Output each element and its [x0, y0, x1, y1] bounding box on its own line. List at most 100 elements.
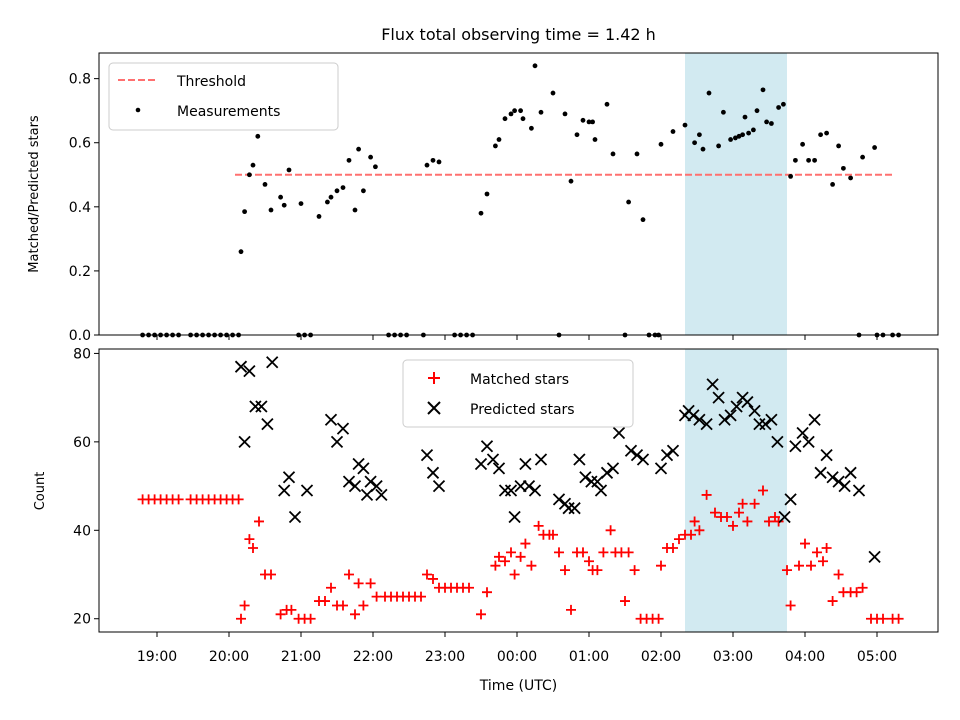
measurement-point: [520, 116, 526, 122]
matched-star-point: [785, 600, 796, 611]
measurement-point: [430, 157, 436, 163]
matched-star-point: [764, 516, 774, 527]
matched-star-point: [686, 529, 696, 540]
matched-star-point: [236, 613, 246, 624]
predicted-star-point: [778, 510, 791, 524]
measurement-point: [728, 137, 733, 142]
measurement-point: [346, 157, 352, 163]
measurement-point: [721, 109, 726, 115]
measurement-point: [604, 101, 610, 107]
measurement-point: [356, 146, 361, 152]
matched-star-point: [701, 489, 712, 500]
measurement-point: [580, 117, 586, 123]
measurement-point: [590, 119, 595, 125]
matched-star-point: [338, 600, 348, 611]
measurement-point: [586, 119, 592, 125]
matched-star-point: [422, 569, 432, 580]
legend-predicted-label: Predicted stars: [470, 402, 575, 418]
measurement-point: [518, 108, 523, 114]
predicted-star-point: [238, 435, 251, 448]
matched-star-point: [566, 604, 576, 615]
matched-star-point: [358, 600, 369, 611]
measurement-point: [508, 111, 514, 117]
predicted-star-point: [748, 404, 761, 418]
matched-star-point: [782, 565, 792, 576]
predicted-star-point: [666, 444, 680, 457]
matched-star-point: [320, 596, 330, 607]
y-tick-label: 0.8: [69, 72, 91, 88]
predicted-star-point: [432, 479, 446, 493]
predicted-star-point: [832, 475, 845, 488]
x-tick-label: 20:00: [209, 649, 249, 665]
measurement-point: [781, 101, 786, 107]
predicted-star-point: [249, 400, 262, 413]
measurement-point: [848, 175, 853, 181]
predicted-star-point: [784, 493, 797, 506]
predicted-star-point: [486, 453, 500, 466]
measurement-point: [250, 162, 256, 168]
predicted-star-point: [480, 440, 494, 453]
predicted-star-point: [330, 435, 344, 448]
measurement-point: [262, 181, 268, 187]
matched-star-point: [710, 507, 720, 518]
x-tick-label: 04:00: [785, 649, 825, 665]
predicted-star-point: [700, 418, 713, 431]
predicted-star-point: [498, 484, 512, 497]
measurement-point: [733, 135, 738, 141]
y-tick-label: 0.4: [69, 200, 91, 216]
matched-star-point: [506, 547, 516, 558]
measurement-point: [634, 151, 640, 157]
measurement-point: [760, 87, 766, 93]
predicted-star-point: [591, 475, 604, 488]
y-tick-label: 0.6: [69, 136, 91, 152]
predicted-star-point: [282, 471, 296, 484]
measurement-point: [325, 199, 330, 205]
matched-star-point: [623, 547, 634, 558]
predicted-star-point: [765, 413, 778, 426]
matched-star-point: [620, 596, 630, 607]
measurement-point: [478, 210, 484, 216]
matched-star-point: [694, 525, 705, 536]
measurement-point: [529, 125, 534, 131]
matched-star-point: [818, 556, 828, 567]
predicted-star-point: [796, 426, 809, 440]
predicted-star-point: [288, 510, 302, 524]
matched-star-point: [592, 565, 603, 576]
matched-star-point: [233, 494, 244, 505]
top-legend: Threshold Measurements: [108, 62, 339, 131]
matched-star-point: [806, 560, 816, 571]
matched-star-point: [326, 582, 336, 593]
predicted-star-point: [504, 484, 518, 497]
matched-star-point: [239, 600, 250, 611]
measurement-point: [769, 121, 774, 126]
predicted-star-point: [579, 471, 592, 484]
top-legend-box: [108, 62, 339, 131]
predicted-star-point: [426, 466, 440, 479]
matched-star-point: [464, 582, 474, 593]
measurement-point: [860, 154, 865, 160]
x-tick-label: 22:00: [353, 649, 393, 665]
matched-star-point: [674, 534, 684, 545]
legend-measurements-label: Measurements: [177, 104, 280, 120]
measurement-point: [742, 114, 748, 120]
legend-measurements-swatch: [135, 107, 141, 113]
predicted-star-point: [348, 479, 362, 493]
matched-star-point: [827, 596, 838, 607]
predicted-star-point: [600, 466, 614, 479]
counts-panel: Count Time (UTC) 20 40 60 80 19:00 20:00 21:0…: [33, 346, 939, 694]
measurement-point: [316, 214, 322, 219]
top-y-axis-label: Matched/Predicted stars: [27, 115, 42, 273]
predicted-star-point: [420, 448, 434, 462]
predicted-star-point: [712, 391, 725, 404]
bottom-y-ticks: 20 40 60 80: [73, 346, 99, 628]
matched-star-point: [629, 565, 640, 576]
matched-star-point: [812, 547, 822, 558]
predicted-star-point: [826, 471, 839, 484]
matched-star-point: [482, 587, 492, 598]
matched-star-point: [266, 569, 276, 580]
measurement-point: [716, 143, 721, 149]
matched-star-point: [490, 560, 501, 571]
matched-star-point: [833, 569, 844, 580]
measurement-point: [640, 217, 646, 223]
measurement-point: [334, 188, 340, 194]
